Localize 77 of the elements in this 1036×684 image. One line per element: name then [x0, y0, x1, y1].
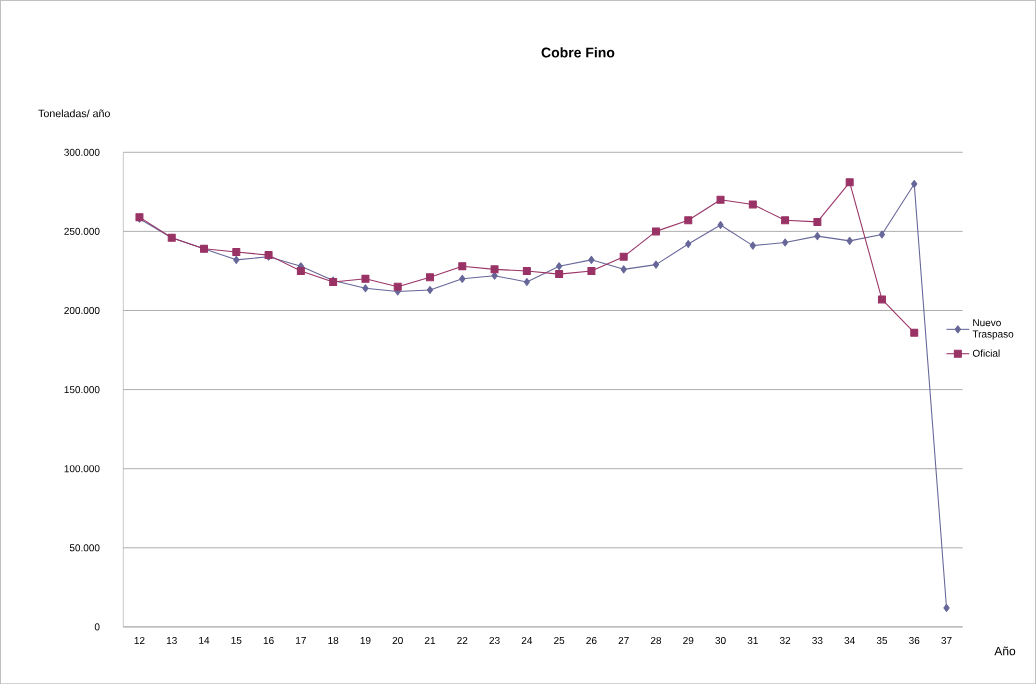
point	[587, 266, 596, 275]
point	[781, 216, 790, 225]
x-tick-label: 21	[424, 636, 436, 644]
x-tick-label: 26	[586, 636, 597, 644]
x-tick-label: 29	[683, 636, 694, 644]
chart-title: Cobre Fino	[541, 47, 615, 58]
x-tick-label: 32	[779, 636, 791, 644]
point	[878, 230, 886, 239]
legend-label: Nuevo Traspaso	[972, 319, 1014, 340]
x-tick-label: 31	[747, 636, 758, 644]
y-tick-label: 50.000	[69, 544, 100, 552]
x-tick-label: 36	[909, 636, 920, 644]
point	[684, 216, 693, 225]
x-tick-label: 33	[812, 636, 823, 644]
point	[943, 603, 950, 612]
x-tick-label: 19	[360, 636, 371, 644]
x-tick-label: 35	[876, 636, 888, 644]
x-tick-label: 37	[941, 636, 952, 644]
y-tick-label: 100.000	[64, 465, 100, 473]
point	[588, 255, 595, 264]
point	[296, 266, 305, 275]
y-tick-label: 300.000	[64, 148, 100, 156]
point	[523, 277, 530, 286]
y-tick-label: 150.000	[64, 385, 100, 394]
x-tick-label: 14	[199, 636, 210, 644]
x-tick-label: 17	[296, 636, 306, 644]
x-tick-label: 34	[844, 636, 855, 644]
point	[749, 241, 756, 250]
y-tick-label: 250.000	[64, 227, 100, 235]
point	[781, 238, 789, 247]
x-tick-label: 12	[134, 636, 145, 644]
point	[717, 220, 724, 229]
point	[748, 200, 757, 209]
point	[619, 252, 628, 261]
x-tick-label: 28	[650, 636, 662, 644]
point	[685, 239, 692, 248]
point	[814, 232, 821, 240]
point	[555, 262, 563, 271]
point	[522, 266, 531, 275]
x-tick-label: 30	[715, 636, 726, 644]
point	[361, 274, 370, 283]
point	[425, 273, 434, 282]
x-tick-label: 23	[489, 636, 500, 644]
x-tick-label: 24	[521, 636, 533, 644]
point	[459, 274, 466, 283]
y-axis-title: Toneladas/ año	[38, 109, 110, 118]
point	[458, 262, 467, 271]
point	[845, 178, 854, 187]
legend-label: Oficial	[972, 349, 1000, 357]
x-tick-label: 16	[263, 636, 274, 644]
x-tick-label: 20	[392, 636, 403, 644]
point	[652, 260, 660, 269]
x-tick-label: 15	[231, 636, 242, 644]
point	[491, 271, 498, 280]
point	[490, 265, 499, 274]
point	[813, 217, 822, 226]
point	[233, 255, 240, 264]
point	[877, 295, 886, 304]
point	[426, 285, 434, 294]
point	[362, 284, 369, 293]
x-tick-label: 22	[457, 636, 468, 644]
point	[716, 195, 725, 204]
point	[846, 236, 853, 245]
point	[232, 247, 241, 256]
point	[910, 328, 919, 337]
x-tick-label: 25	[554, 636, 565, 644]
point	[393, 282, 402, 291]
y-tick-label: 200.000	[64, 306, 100, 314]
x-tick-label: 13	[166, 636, 177, 644]
x-tick-label: 27	[618, 636, 629, 644]
x-tick-label: 18	[328, 636, 339, 644]
point	[555, 269, 564, 278]
point	[651, 227, 660, 236]
y-tick-label: 0	[94, 623, 100, 631]
point	[911, 179, 918, 188]
x-axis-title: Año	[994, 646, 1016, 656]
point	[620, 265, 627, 274]
